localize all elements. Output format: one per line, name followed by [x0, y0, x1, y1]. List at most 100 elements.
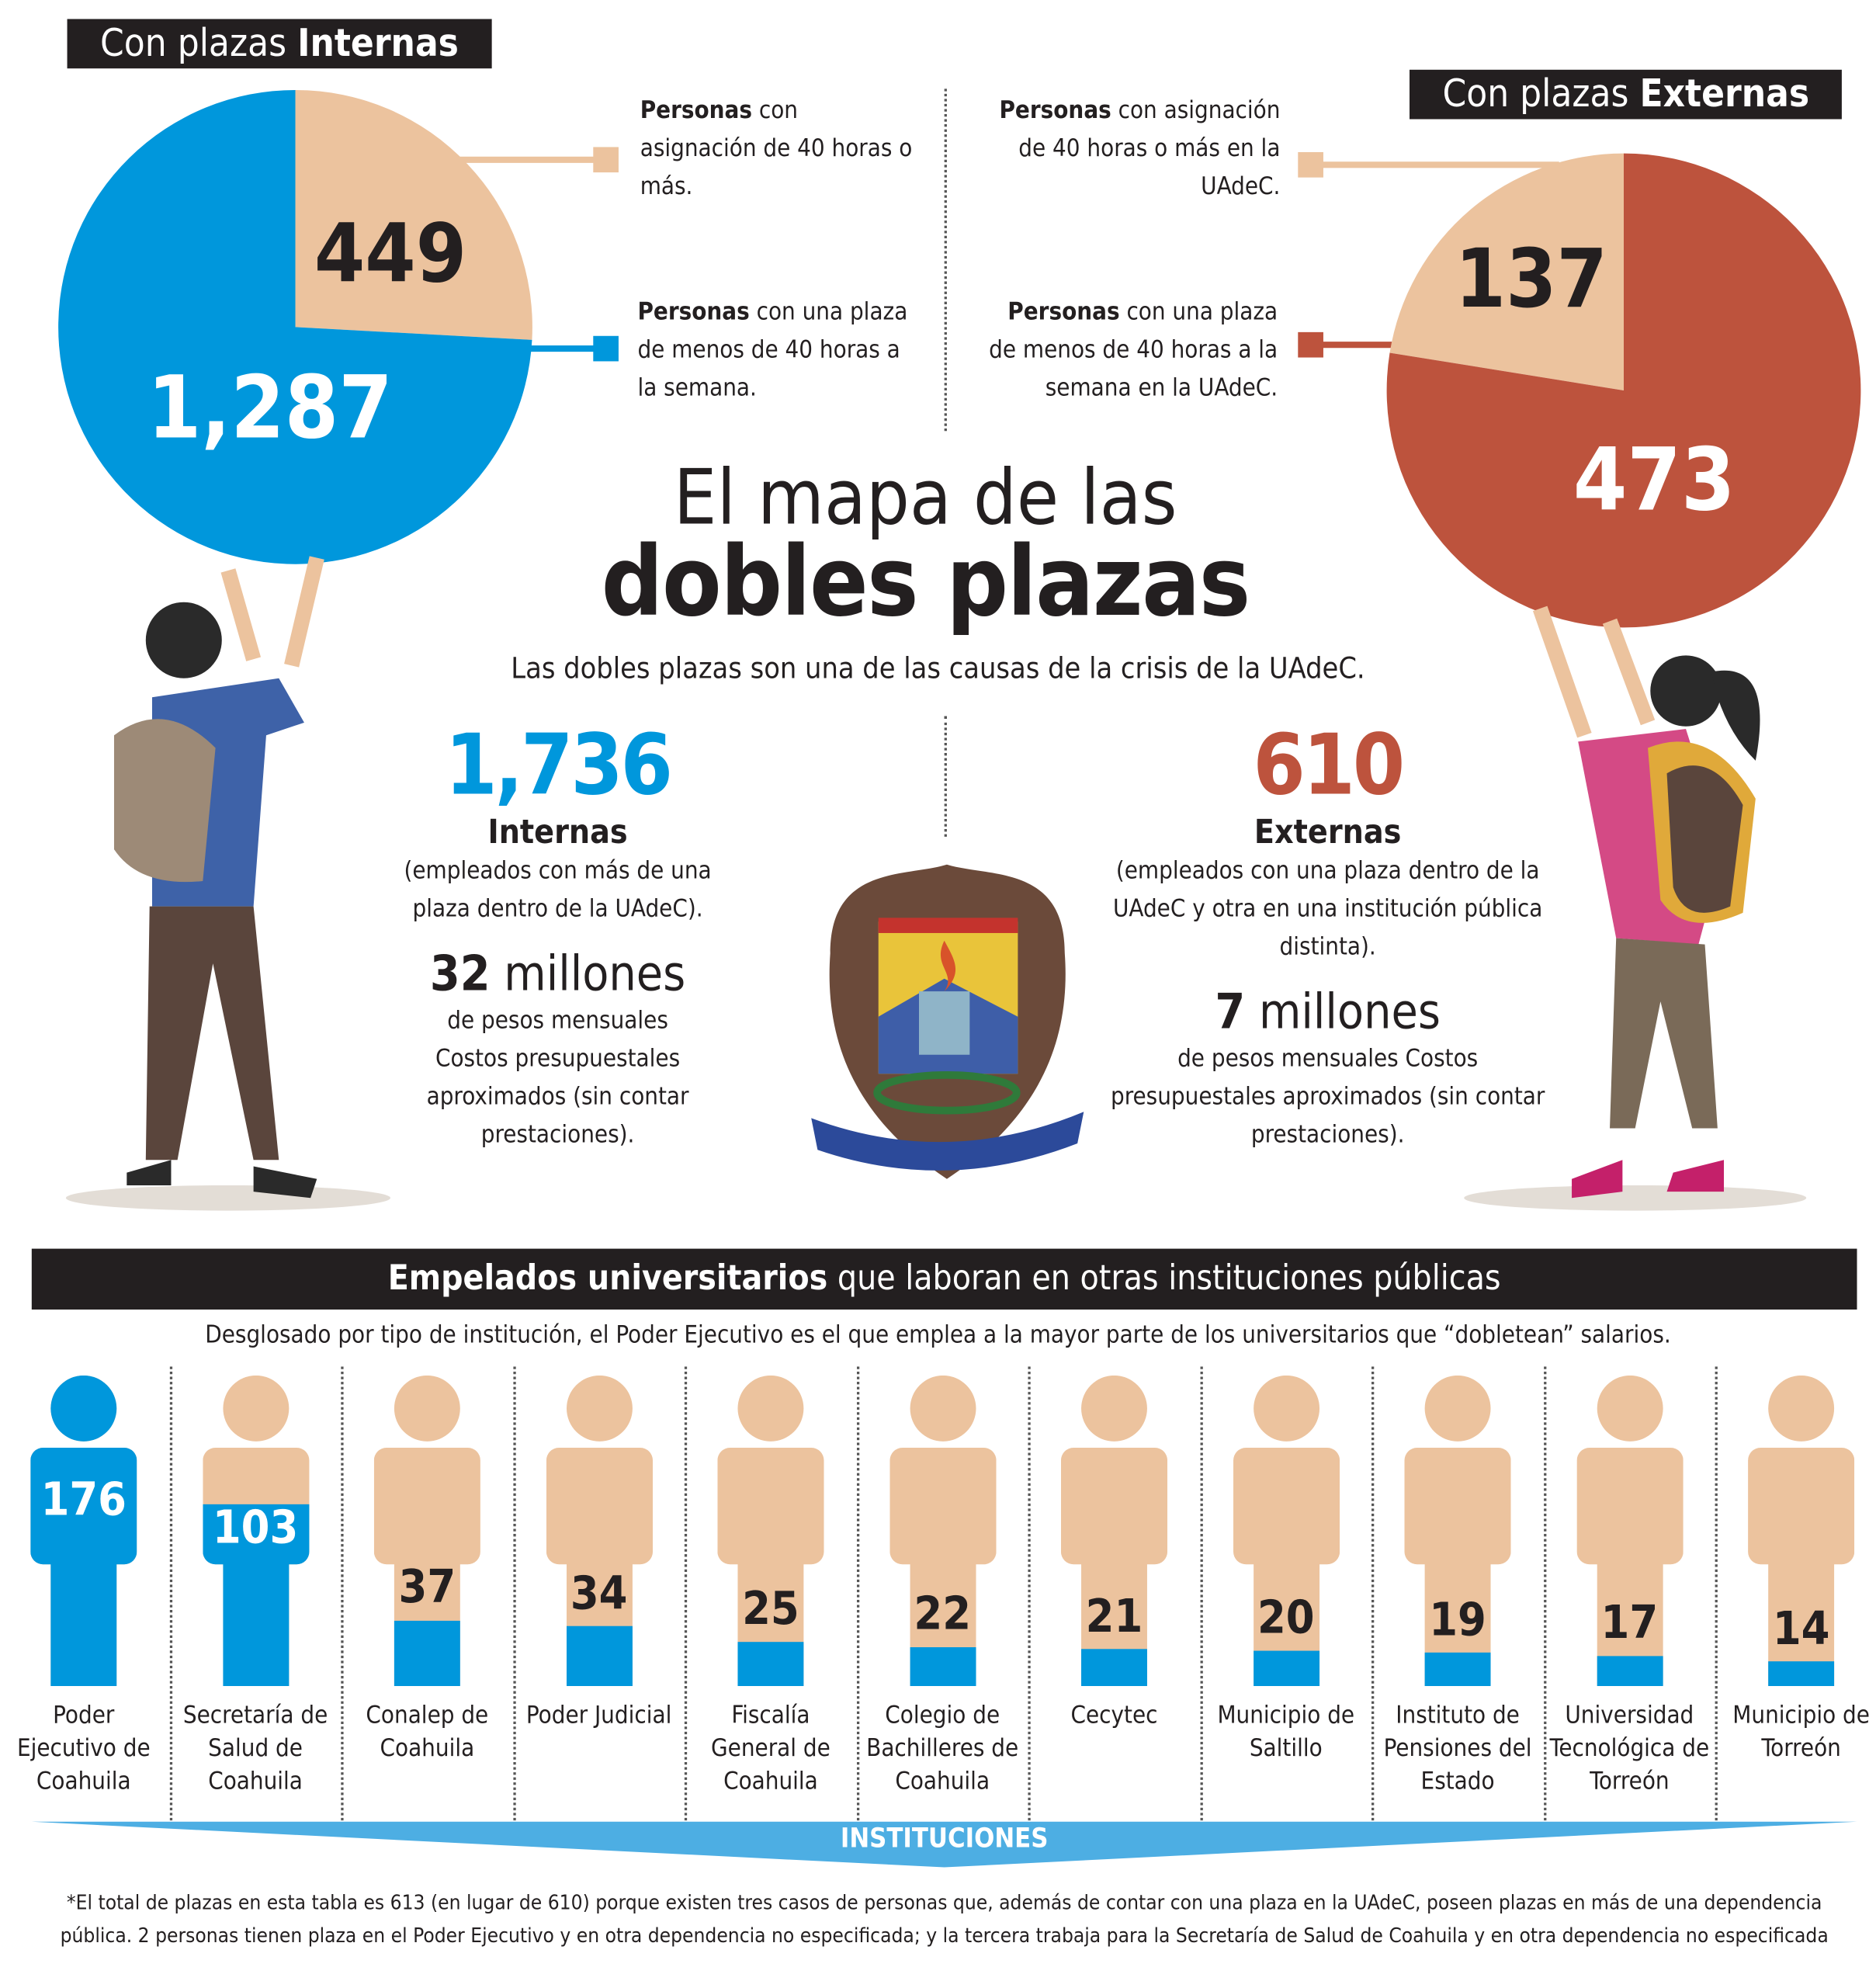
- value-label: 25: [742, 1584, 799, 1636]
- value-label: 20: [1257, 1592, 1315, 1645]
- divider: [944, 88, 947, 432]
- person-icon: [1060, 1375, 1168, 1687]
- legend-swatch-tan: [1298, 151, 1323, 178]
- internas-amount: 32 millones: [429, 945, 686, 1002]
- title-block: El mapa de las dobles plazas: [545, 454, 1306, 638]
- institution-label: Instituto de Pensiones del Estado: [1383, 1701, 1532, 1795]
- internas-stats: 1,736 Internas (empleados con más de una…: [380, 716, 735, 1154]
- pie-value-label: 137: [1455, 231, 1607, 326]
- legend-externas-40plus: Personas con asignación de 40 horas o má…: [999, 96, 1281, 201]
- internas-total: 1,736: [445, 716, 673, 814]
- value-fill: [1060, 1649, 1168, 1687]
- institution-label: Conalep de Coahuila: [366, 1701, 489, 1763]
- institution-label: Fiscalía General de Coahuila: [711, 1701, 831, 1795]
- person-figure: 21: [1060, 1375, 1168, 1687]
- column-divider: [512, 1366, 515, 1821]
- person-figure: 176: [30, 1375, 137, 1687]
- institution-label: Cecytec: [1070, 1701, 1158, 1730]
- value-label: 34: [570, 1567, 628, 1620]
- pie-slice: [1389, 153, 1625, 390]
- institution-label: Colegio de Bachilleres de Coahuila: [866, 1701, 1019, 1795]
- externas-label: Externas: [1254, 814, 1402, 852]
- value-fill: [1404, 1652, 1511, 1687]
- internas-tag: Con plazas Internas: [67, 19, 492, 69]
- externas-stats: 610 Externas (empleados con una plaza de…: [1103, 716, 1553, 1154]
- externas-desc: (empleados con una plaza dentro de la UA…: [1112, 856, 1543, 961]
- legend-internas-less40: Personas con una plaza de menos de 40 ho…: [637, 297, 908, 402]
- value-fill: [546, 1625, 653, 1687]
- column-divider: [1028, 1366, 1031, 1821]
- pie-slice: [58, 89, 532, 564]
- person-figure: 34: [546, 1375, 653, 1687]
- institution-label: Poder Judicial: [525, 1701, 672, 1730]
- title-line2: dobles plazas: [601, 525, 1251, 638]
- externas-cost: de pesos mensuales Costos presupuestales…: [1110, 1044, 1545, 1149]
- person-icon: [1748, 1375, 1855, 1687]
- person-figure: 14: [1748, 1375, 1855, 1687]
- person-icon: [717, 1375, 824, 1687]
- column-divider: [1543, 1366, 1546, 1821]
- institution-label: Municipio de Saltillo: [1217, 1701, 1355, 1763]
- value-fill: [717, 1642, 824, 1687]
- person-icon: [546, 1375, 653, 1687]
- person-icon: [1233, 1375, 1340, 1687]
- legend-swatch-tan: [593, 147, 619, 173]
- internas-cost: de pesos mensuales Costos presupuestales…: [426, 1006, 689, 1149]
- column-divider: [341, 1366, 344, 1821]
- column-divider: [169, 1366, 172, 1821]
- institution-label: Secretaría de Salud de Coahuila: [182, 1701, 328, 1795]
- person-icon: [202, 1375, 309, 1687]
- value-fill: [373, 1620, 480, 1687]
- value-label: 22: [914, 1588, 972, 1641]
- legend-internas-40plus: Personas con asignación de 40 horas o má…: [640, 96, 913, 201]
- person-figure: 20: [1233, 1375, 1340, 1687]
- person-figure: 19: [1404, 1375, 1511, 1687]
- pie-charts: 449 1,287 137 473: [58, 89, 1861, 628]
- legend-externas-less40: Personas con una plaza de menos de 40 ho…: [989, 297, 1278, 402]
- internas-label: Internas: [487, 814, 628, 852]
- externas-amount: 7 millones: [1215, 984, 1441, 1040]
- value-label: 103: [212, 1501, 299, 1554]
- divider: [944, 716, 947, 837]
- value-label: 176: [40, 1474, 127, 1527]
- column-divider: [1371, 1366, 1375, 1821]
- person-icon: [1404, 1375, 1511, 1687]
- person-icon: [1576, 1375, 1683, 1687]
- internas-desc: (empleados con más de una plaza dentro d…: [404, 856, 712, 923]
- uadec-emblem: [811, 864, 1084, 1179]
- value-label: 19: [1429, 1594, 1486, 1646]
- person-icon: [30, 1375, 137, 1687]
- externas-tag: Con plazas Externas: [1410, 69, 1843, 120]
- institution-label: Municipio de Torreón: [1732, 1701, 1870, 1763]
- footnote: *El total de plazas en esta tabla es 613…: [60, 1889, 1829, 1948]
- pie-slice: [1386, 153, 1861, 628]
- value-fill: [1748, 1661, 1855, 1687]
- externas-total: 610: [1253, 716, 1405, 814]
- value-label: 37: [398, 1562, 456, 1615]
- institution-label: Universidad Tecnológica de Torreón: [1549, 1701, 1710, 1795]
- person-figure: 22: [889, 1375, 996, 1687]
- subtitle: Las dobles plazas son una de las causas …: [511, 653, 1365, 686]
- person-figure: 103: [202, 1375, 309, 1687]
- value-fill: [1233, 1650, 1340, 1687]
- axis-label: INSTITUCIONES: [840, 1823, 1049, 1854]
- section-subtitle: Desglosado por tipo de institución, el P…: [205, 1320, 1671, 1349]
- column-divider: [684, 1366, 688, 1821]
- axis-banner: [31, 1821, 1857, 1868]
- legend-swatch-red: [1298, 331, 1323, 358]
- legend-swatch-blue: [593, 335, 619, 362]
- value-fill: [1576, 1656, 1683, 1687]
- person-figure: 25: [717, 1375, 824, 1687]
- column-divider: [1715, 1366, 1718, 1821]
- section-header: Empelados universitarios que laboran en …: [31, 1248, 1857, 1310]
- person-right-illustration: [1464, 605, 1807, 1211]
- person-left-illustration: [65, 556, 390, 1211]
- person-figure: 37: [373, 1375, 480, 1687]
- value-label: 21: [1085, 1591, 1143, 1643]
- value-label: 14: [1772, 1603, 1830, 1656]
- person-icon: [889, 1375, 996, 1687]
- value-label: 17: [1600, 1598, 1659, 1650]
- person-icon: [373, 1375, 480, 1687]
- person-figure: 17: [1576, 1375, 1683, 1687]
